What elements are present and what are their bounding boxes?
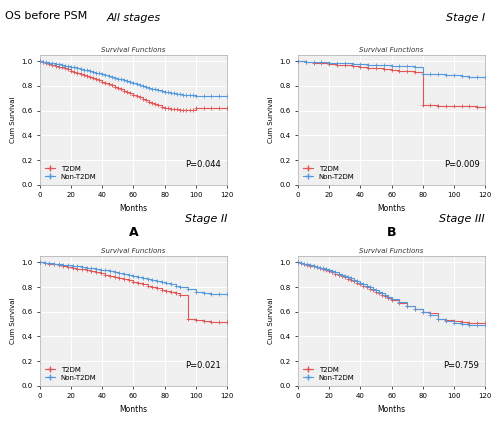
Y-axis label: Cum Survival: Cum Survival xyxy=(268,97,274,143)
Text: OS before PSM: OS before PSM xyxy=(5,11,87,21)
Text: P=0.009: P=0.009 xyxy=(444,160,480,169)
Title: Survival Functions: Survival Functions xyxy=(102,47,166,53)
Legend: T2DM, Non-T2DM: T2DM, Non-T2DM xyxy=(44,164,98,181)
Text: P=0.044: P=0.044 xyxy=(186,160,222,169)
Text: A: A xyxy=(128,226,138,239)
Text: P=0.021: P=0.021 xyxy=(186,361,222,370)
X-axis label: Months: Months xyxy=(378,405,406,414)
Legend: T2DM, Non-T2DM: T2DM, Non-T2DM xyxy=(302,164,356,181)
Legend: T2DM, Non-T2DM: T2DM, Non-T2DM xyxy=(302,365,356,382)
Text: Stage III: Stage III xyxy=(440,215,485,224)
X-axis label: Months: Months xyxy=(378,204,406,213)
Title: Survival Functions: Survival Functions xyxy=(360,248,424,254)
Text: P=0.759: P=0.759 xyxy=(444,361,480,370)
Title: Survival Functions: Survival Functions xyxy=(102,248,166,254)
Y-axis label: Cum Survival: Cum Survival xyxy=(10,97,16,143)
Text: Stage II: Stage II xyxy=(184,215,227,224)
X-axis label: Months: Months xyxy=(120,204,148,213)
X-axis label: Months: Months xyxy=(120,405,148,414)
Y-axis label: Cum Survival: Cum Survival xyxy=(10,298,16,344)
Legend: T2DM, Non-T2DM: T2DM, Non-T2DM xyxy=(44,365,98,382)
Y-axis label: Cum Survival: Cum Survival xyxy=(268,298,274,344)
Text: Stage I: Stage I xyxy=(446,13,485,23)
Text: All stages: All stages xyxy=(106,13,160,23)
Text: B: B xyxy=(387,226,396,239)
Title: Survival Functions: Survival Functions xyxy=(360,47,424,53)
